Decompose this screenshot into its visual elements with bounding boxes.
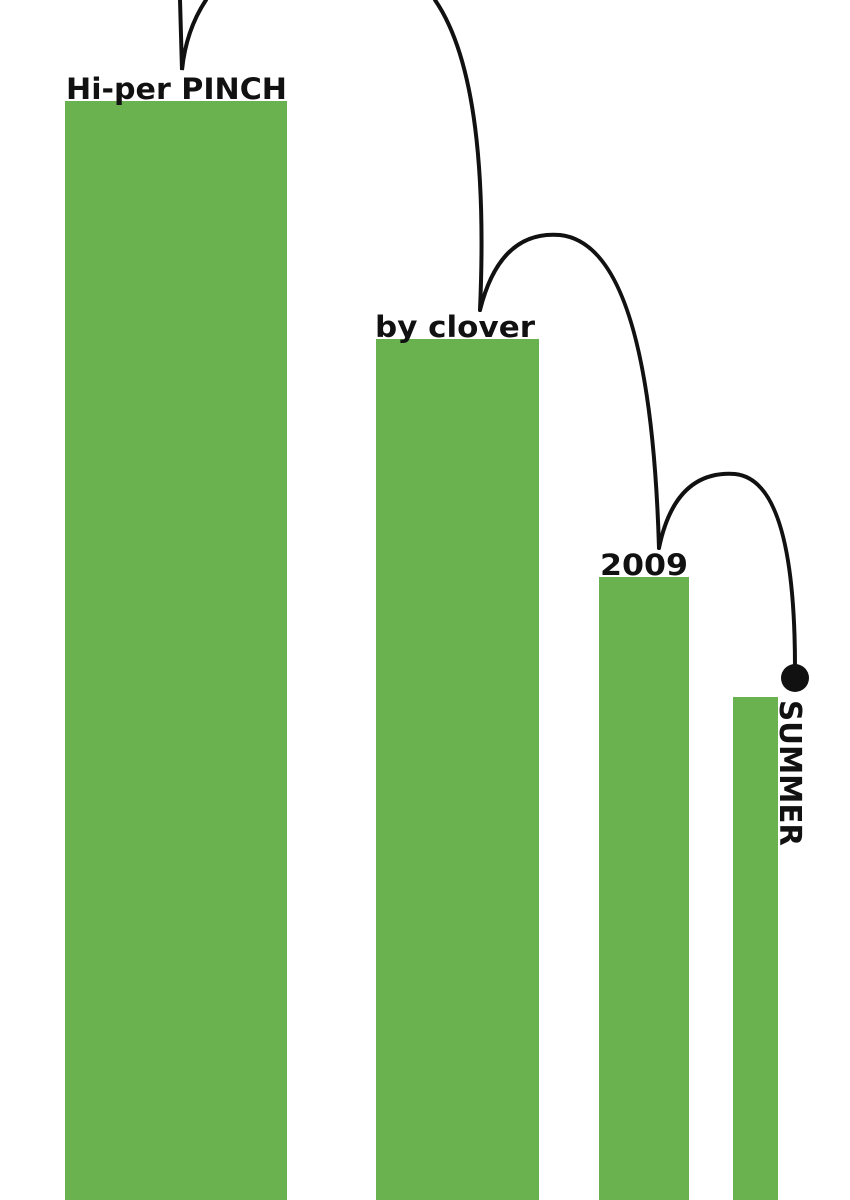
string-line-4 <box>657 471 797 670</box>
bar-season <box>733 697 778 1200</box>
season-text: SUMMER <box>772 700 807 846</box>
bar-title <box>65 101 287 1200</box>
bar-author <box>376 339 539 1200</box>
year-text: 2009 <box>600 548 688 582</box>
string-line-3 <box>478 232 661 550</box>
bar-year <box>599 577 689 1200</box>
string-line-2 <box>433 0 484 312</box>
author-text: by clover <box>375 310 536 344</box>
string-line-1 <box>178 0 208 71</box>
dot-icon <box>781 664 809 692</box>
title-text: Hi-per PINCH <box>66 72 287 106</box>
